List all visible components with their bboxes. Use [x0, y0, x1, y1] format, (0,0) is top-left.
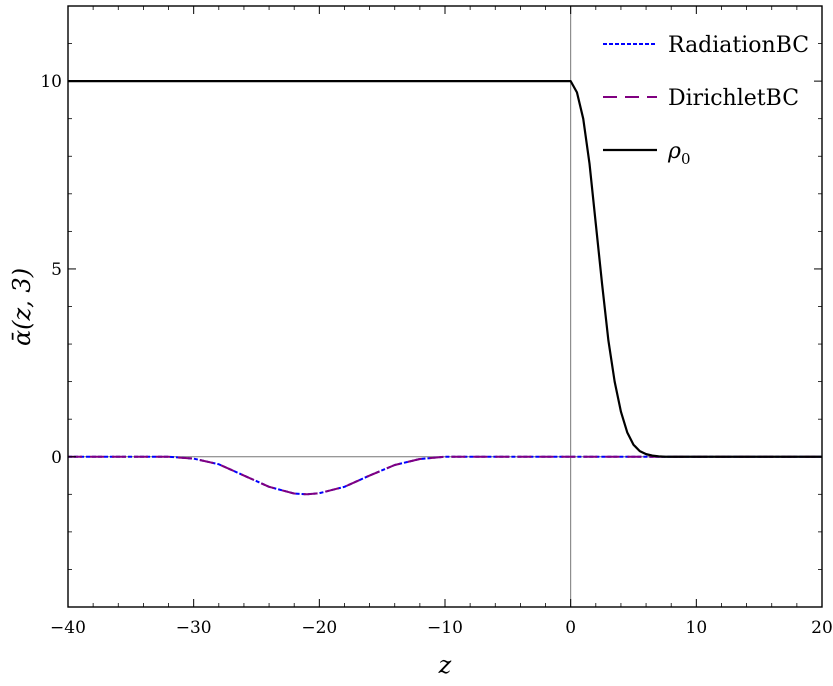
legend-label-rho0: ρ0: [667, 139, 690, 168]
series-rho0: [68, 80, 822, 458]
x-tick-label: 0: [565, 618, 576, 638]
x-tick-label: −20: [301, 618, 337, 638]
x-tick-label: 10: [686, 618, 708, 638]
y-axis-title: ᾱ(z, 3): [8, 268, 36, 346]
y-tick-label: 5: [51, 260, 62, 280]
legend-item-rho0: ρ0: [603, 139, 690, 168]
y-tick-label: 0: [51, 448, 62, 468]
x-tick-label: −40: [50, 618, 86, 638]
legend-rho-subscript: 0: [681, 150, 691, 168]
ticks-layer: −40 −30 −20 −10 0 10 20 0 5 10: [40, 5, 833, 638]
legend-item-radiationbc: RadiationBC: [603, 33, 809, 58]
legend: RadiationBC DirichletBC ρ0: [603, 33, 809, 168]
x-axis-title: z: [438, 651, 452, 679]
series-layer: [68, 80, 822, 496]
x-tick-label: −10: [427, 618, 463, 638]
y-tick-label: 10: [40, 72, 62, 92]
series-dirichletbc: [68, 455, 822, 496]
legend-label-dirichletbc: DirichletBC: [668, 86, 799, 111]
x-tick-label: −30: [176, 618, 212, 638]
legend-item-dirichletbc: DirichletBC: [603, 86, 799, 111]
x-tick-label: 20: [811, 618, 833, 638]
plot-frame: [67, 5, 823, 608]
legend-label-radiationbc: RadiationBC: [668, 33, 809, 58]
legend-rho-symbol: ρ: [667, 139, 681, 164]
